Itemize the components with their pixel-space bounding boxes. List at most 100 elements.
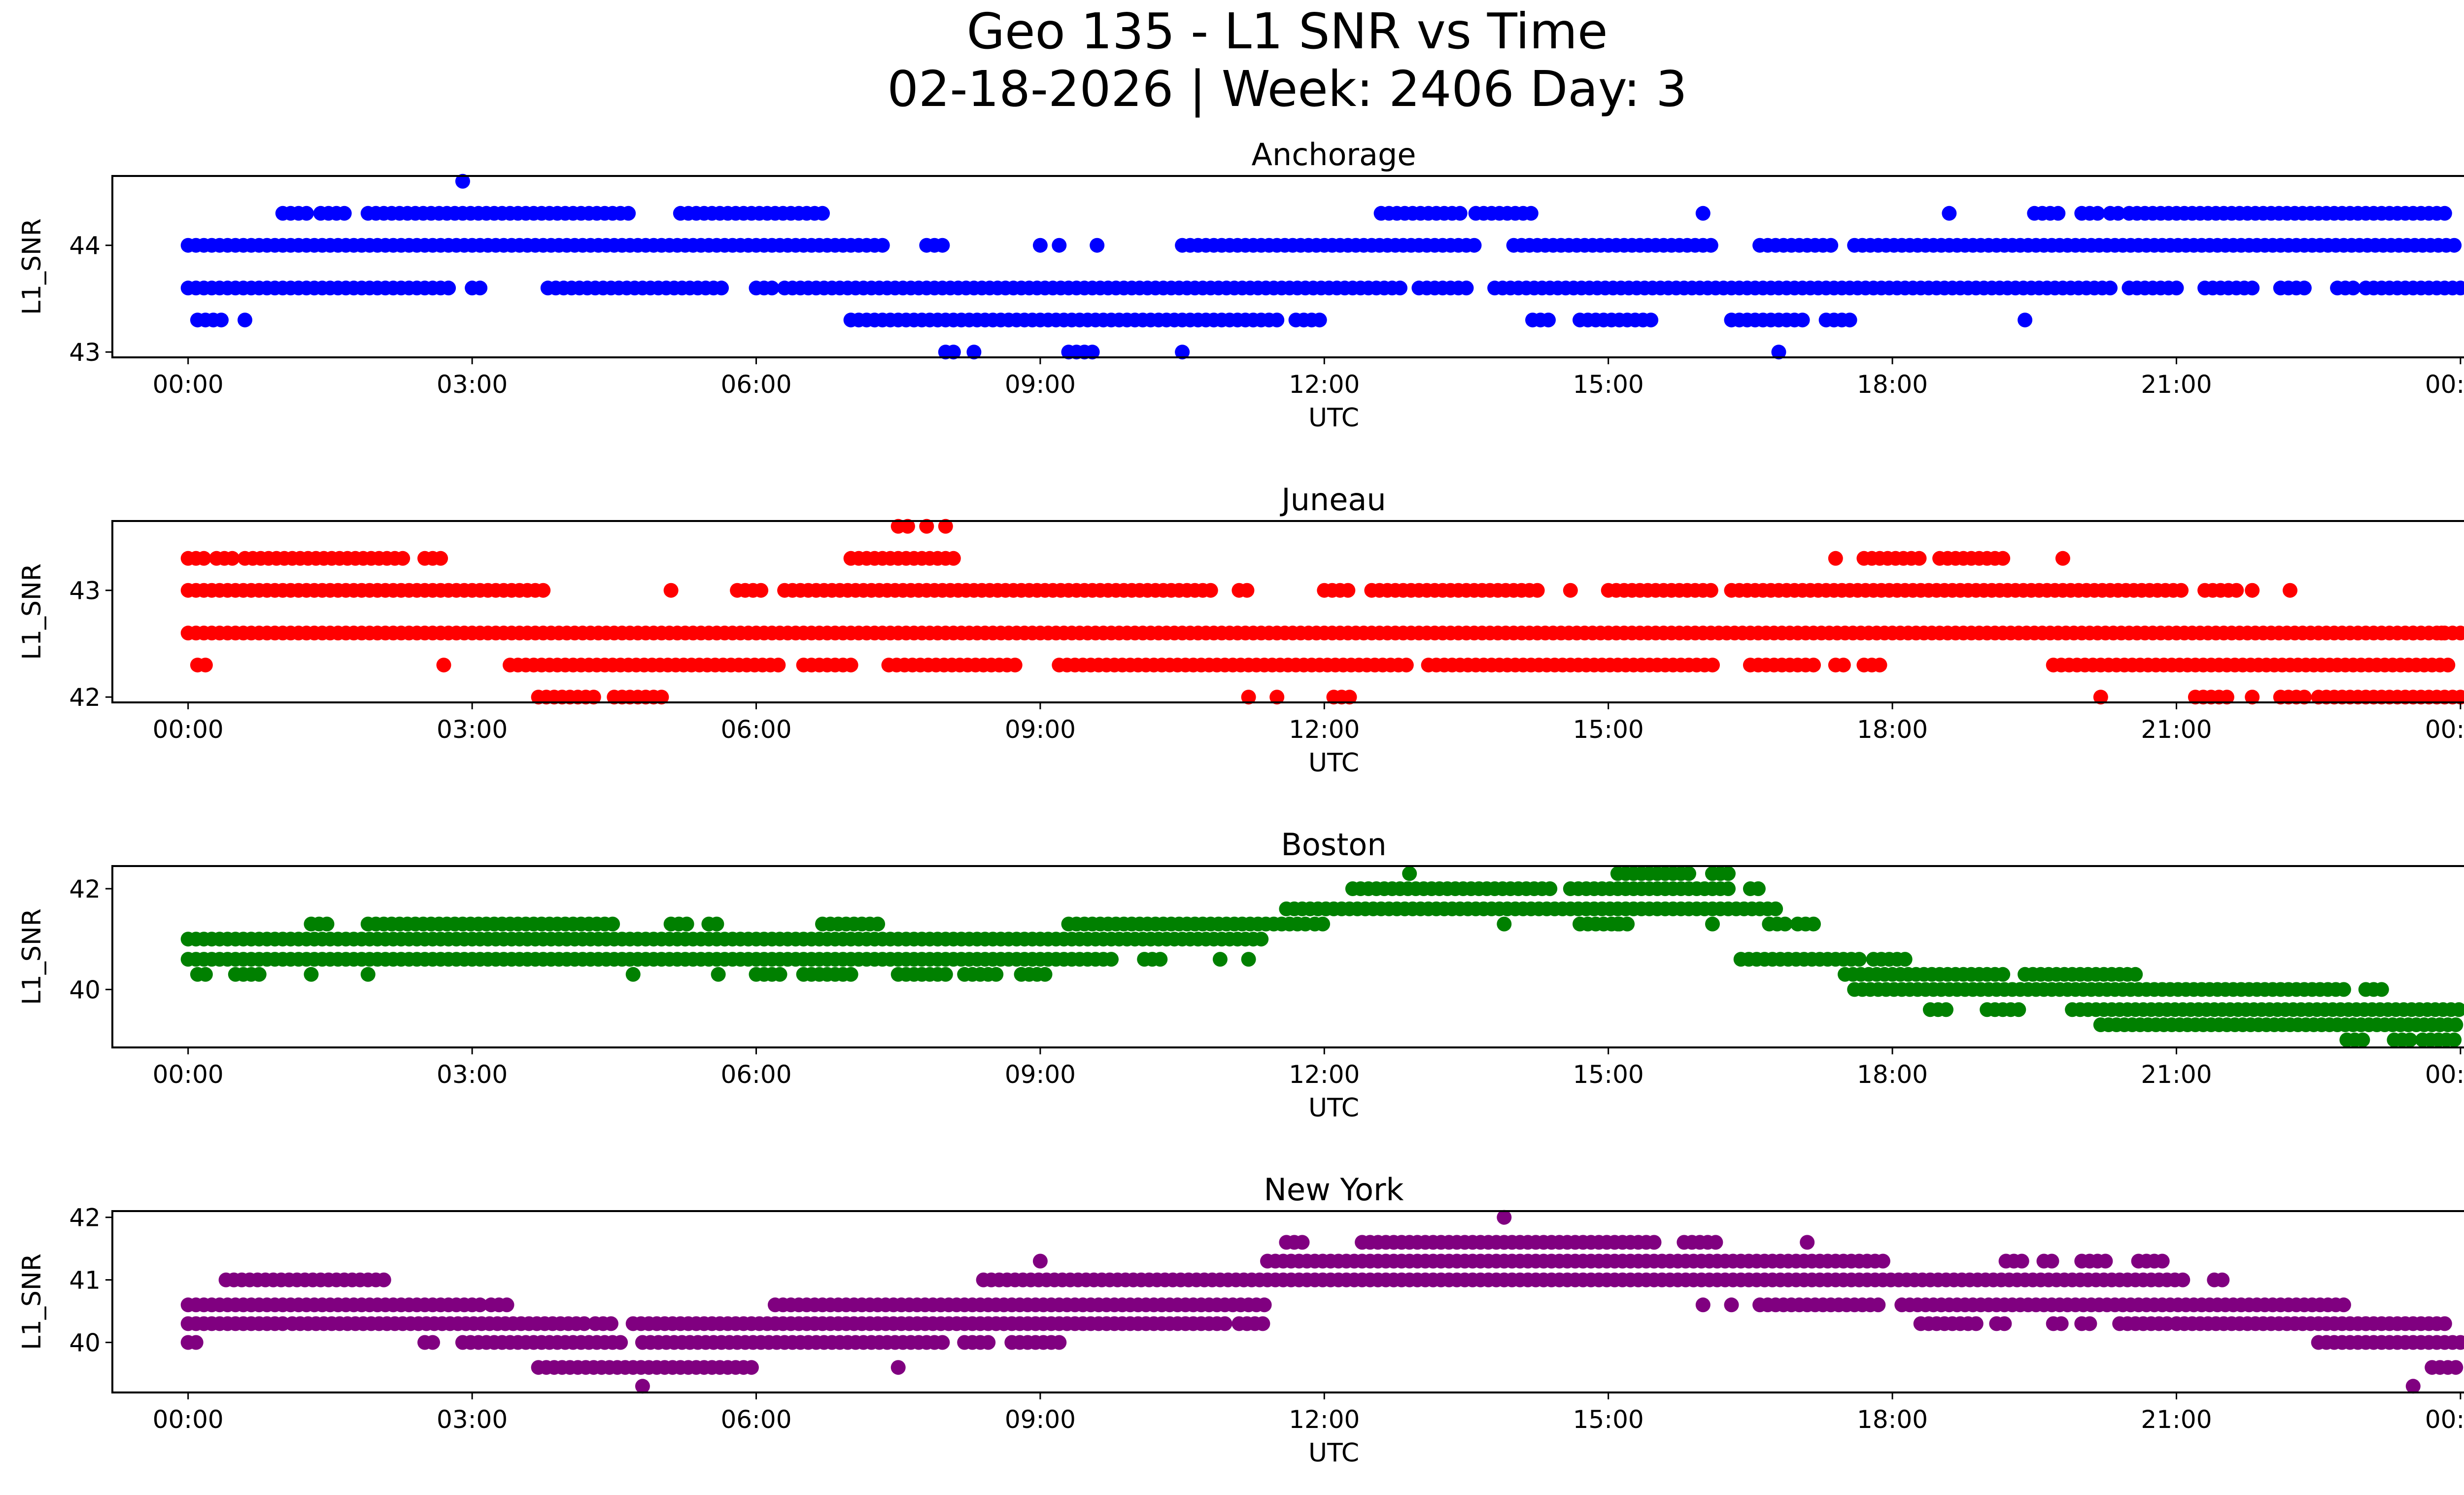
data-point [1851,952,1867,967]
data-point [1995,967,2011,982]
data-point [1217,1316,1232,1331]
scatter-points [180,174,2464,360]
y-tick-label: 41 [69,1266,101,1295]
data-point [2440,658,2456,673]
x-tick-label: 15:00 [1573,370,1644,399]
data-point [1239,583,1255,598]
data-point [2283,583,2297,598]
data-point [1997,1316,2012,1331]
data-point [1871,1297,1886,1313]
data-point [870,916,886,932]
data-point [299,206,314,221]
data-point [1778,916,1793,932]
data-point [1393,280,1407,296]
data-point [2055,551,2070,566]
data-point [2098,1253,2113,1269]
data-point [1090,238,1105,253]
data-point [198,967,213,982]
data-point [654,690,669,705]
data-point [1312,313,1327,328]
y-tick-label: 40 [69,1328,101,1357]
data-point [843,658,858,673]
data-point [1646,1235,1662,1250]
data-point [2093,690,2108,705]
data-point [2245,583,2260,598]
data-point [1032,1253,1048,1269]
data-point [251,967,267,982]
x-tick-label: 00:00 [2425,1060,2464,1089]
data-point [744,1360,759,1375]
y-tick-label: 43 [69,338,101,367]
data-point [900,519,915,534]
data-point [304,967,319,982]
subplot-anchorage: Anchorage 00:00 03:00 06:00 09:00 12:00 15:00 1… [17,137,2464,433]
axes-frame [111,865,2464,1048]
data-point [2405,1379,2421,1394]
data-point [1695,206,1711,221]
subplot-title: Anchorage [1251,137,1416,173]
y-axis-label: L1_SNR [17,218,47,315]
y-tick-label: 42 [69,875,101,904]
data-point [1467,238,1482,253]
data-point [714,280,729,296]
x-tick-label: 03:00 [437,1060,508,1089]
data-point [2437,206,2452,221]
data-point [1836,658,1851,673]
data-point [2453,626,2464,641]
data-point [2051,206,2066,221]
x-tick-label: 00:00 [2425,715,2464,744]
data-point [2405,626,2421,641]
subplot-new-york: New York 00:00 03:00 06:00 09:00 12:00 15:00 18… [17,1172,2464,1468]
data-point [337,206,352,221]
y-tick-label: 42 [69,1204,101,1232]
data-point [319,916,335,932]
x-tick-label: 06:00 [720,715,791,744]
data-point [2111,206,2125,221]
data-point [711,967,726,982]
data-point [2402,1032,2418,1047]
data-point [188,1335,204,1350]
data-point [613,1335,628,1350]
data-point [2448,1017,2464,1032]
data-point [966,345,982,360]
data-point [2448,1360,2464,1375]
data-point [2014,1253,2029,1269]
data-point [946,345,961,360]
axes-frame [111,1210,2464,1393]
data-point [2245,280,2260,296]
data-point [1315,916,1331,932]
x-tick-label: 21:00 [2141,370,2212,399]
figure-title-line2: 02-18-2026 | Week: 2406 Day: 3 [887,60,1687,118]
data-point [890,1360,906,1375]
x-tick-label: 15:00 [1573,1060,1644,1089]
x-tick-label: 09:00 [1005,1405,1076,1434]
x-tick-label: 00:00 [153,715,224,744]
data-point [1768,901,1783,916]
data-point [2437,1316,2452,1331]
data-point [1610,916,1625,932]
data-point [1052,238,1067,253]
data-point [1542,881,1558,896]
x-tick-label: 12:00 [1289,370,1360,399]
x-tick-label: 18:00 [1857,370,1928,399]
scatter-points [180,519,2464,705]
data-point [577,1316,592,1331]
data-point [938,967,953,982]
data-point [938,519,953,534]
data-point [1823,238,1839,253]
y-tick-label: 40 [69,975,101,1004]
data-point [214,313,229,328]
data-point [1681,866,1696,881]
axes-frame [111,520,2464,703]
data-point [2447,1032,2462,1047]
data-point [196,551,211,566]
data-point [473,1297,488,1313]
y-tick-label: 44 [69,232,101,260]
data-point [709,916,724,932]
data-point [875,238,890,253]
data-point [1530,583,1545,598]
data-point [1295,1235,1310,1250]
data-point [2018,313,2033,328]
data-point [1705,916,1720,932]
